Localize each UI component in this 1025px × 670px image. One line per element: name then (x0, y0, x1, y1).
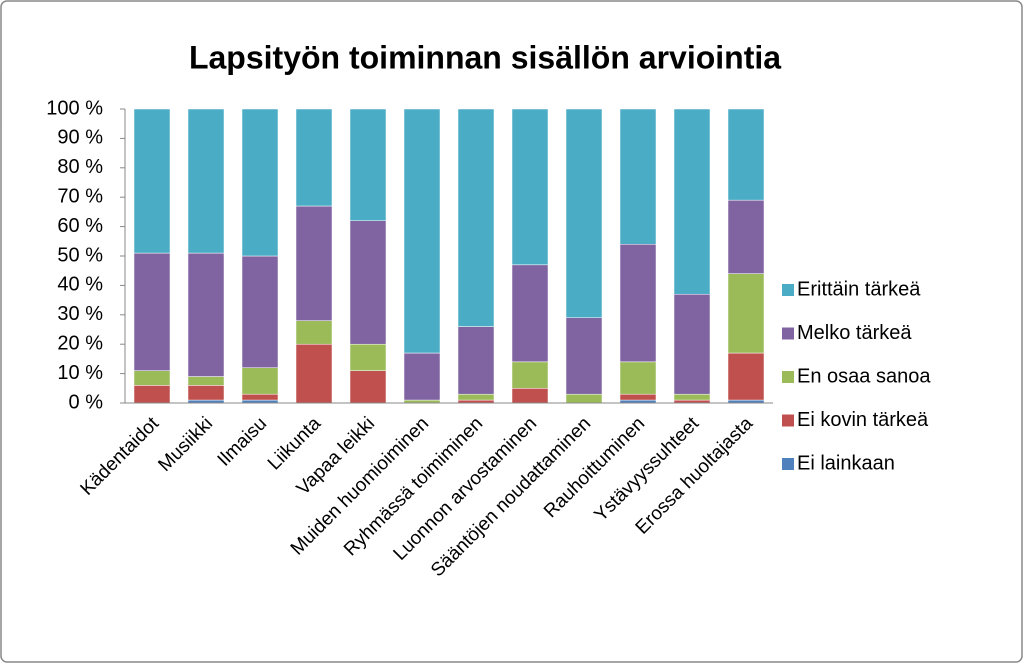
legend-swatch (782, 458, 794, 470)
y-tick-label: 0 % (69, 391, 104, 413)
legend-label: Ei kovin tärkeä (797, 409, 929, 431)
legend-label: Erittäin tärkeä (797, 278, 921, 300)
bar-segment (187, 385, 225, 401)
bar-segment (403, 352, 441, 401)
bar-segment (511, 108, 549, 266)
y-tick-label: 10 % (57, 362, 103, 384)
bar-segment (349, 108, 387, 221)
bar-segment (295, 320, 333, 345)
bar-segment (619, 361, 657, 395)
y-tick-label: 80 % (57, 156, 103, 178)
bar-segment (565, 108, 603, 318)
bar-segment (133, 252, 171, 371)
y-tick-label: 40 % (57, 274, 103, 296)
legend-swatch (782, 284, 794, 296)
y-tick-label: 30 % (57, 303, 103, 325)
bar-segment (727, 273, 765, 354)
bar-segment (403, 108, 441, 354)
bar-segment (619, 243, 657, 363)
bar-segment (133, 108, 171, 254)
bar-segment (349, 370, 387, 404)
y-tick-label: 50 % (57, 244, 103, 266)
bar-segment (349, 343, 387, 371)
bar-segment (295, 343, 333, 404)
bar-segment (457, 393, 495, 401)
bar-segment (457, 326, 495, 395)
bar-segment (295, 205, 333, 321)
bar-segment (241, 255, 279, 368)
bar-segment (241, 367, 279, 395)
bar-segment (673, 293, 711, 395)
bar-segment (511, 264, 549, 363)
bar-segment (187, 108, 225, 254)
bar-segment (241, 393, 279, 401)
y-tick-label: 100 % (46, 97, 103, 119)
bar-segment (241, 108, 279, 257)
bar-segment (619, 393, 657, 401)
bar-segment (295, 108, 333, 207)
bar-segment (673, 108, 711, 295)
legend-label: Melko tärkeä (797, 322, 912, 344)
bar-segment (187, 376, 225, 386)
bar-segment (565, 393, 603, 404)
bar-segment (673, 393, 711, 401)
bar-segment (349, 220, 387, 345)
bar-segment (727, 199, 765, 274)
y-tick-label: 90 % (57, 127, 103, 149)
bar-segment (187, 252, 225, 377)
bar-segment (511, 361, 549, 389)
bar-segment (133, 385, 171, 404)
bar-segment (727, 108, 765, 201)
y-tick-label: 60 % (57, 215, 103, 237)
y-tick-label: 20 % (57, 332, 103, 354)
bar-segment (511, 388, 549, 404)
y-tick-label: 70 % (57, 185, 103, 207)
bar-segment (727, 352, 765, 401)
bar-segment (457, 108, 495, 327)
legend-swatch (782, 414, 794, 427)
legend-swatch (782, 327, 794, 340)
bar-segment (133, 370, 171, 386)
chart-title: Lapsityön toiminnan sisällön arviointia (189, 39, 781, 75)
legend-swatch (782, 371, 794, 383)
bar-segment (565, 317, 603, 395)
legend-label: Ei lainkaan (797, 452, 895, 474)
legend-label: En osaa sanoa (797, 365, 931, 387)
bar-segment (619, 108, 657, 245)
